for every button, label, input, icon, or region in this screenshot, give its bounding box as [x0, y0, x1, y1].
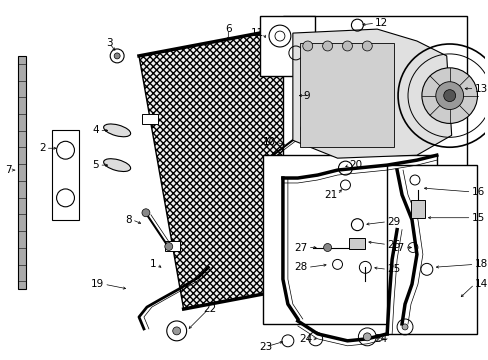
Text: 1: 1 — [150, 260, 157, 269]
Text: 8: 8 — [125, 215, 132, 225]
Text: 14: 14 — [473, 279, 487, 289]
Bar — [260, 16, 314, 76]
Bar — [164, 241, 180, 251]
Text: 17: 17 — [391, 243, 404, 252]
Circle shape — [435, 82, 463, 109]
Circle shape — [362, 41, 371, 51]
Text: 23: 23 — [259, 342, 272, 352]
Bar — [18, 56, 26, 289]
Text: 20: 20 — [349, 160, 362, 170]
Circle shape — [300, 123, 310, 133]
Circle shape — [142, 209, 150, 217]
Text: 7: 7 — [5, 165, 12, 175]
Circle shape — [164, 243, 172, 251]
Bar — [52, 130, 79, 220]
Polygon shape — [292, 29, 451, 158]
Polygon shape — [139, 21, 366, 309]
Circle shape — [323, 243, 331, 252]
Text: 25: 25 — [386, 264, 400, 274]
Circle shape — [322, 41, 332, 51]
Text: 2: 2 — [39, 143, 45, 153]
Text: 6: 6 — [224, 24, 231, 34]
Text: 22: 22 — [203, 304, 216, 314]
Ellipse shape — [103, 124, 130, 137]
Circle shape — [342, 41, 352, 51]
Text: 16: 16 — [470, 187, 484, 197]
Text: 11: 11 — [250, 28, 264, 38]
Bar — [410, 200, 424, 218]
Text: 15: 15 — [470, 213, 484, 223]
Circle shape — [114, 53, 120, 59]
Text: 29: 29 — [386, 217, 400, 227]
Text: 18: 18 — [473, 260, 487, 269]
Bar — [386, 165, 475, 334]
Circle shape — [363, 333, 370, 341]
Circle shape — [421, 68, 476, 123]
Text: 13: 13 — [473, 84, 487, 94]
Circle shape — [443, 90, 455, 102]
Text: 5: 5 — [92, 160, 99, 170]
Text: 21: 21 — [324, 190, 337, 200]
Text: 24: 24 — [299, 334, 312, 344]
Bar — [283, 16, 466, 170]
Text: 26: 26 — [386, 239, 400, 249]
Text: 10: 10 — [263, 137, 275, 147]
Text: 3: 3 — [106, 38, 112, 48]
Ellipse shape — [103, 159, 130, 171]
Text: 28: 28 — [294, 262, 307, 273]
Text: 24: 24 — [373, 334, 386, 344]
Text: 4: 4 — [92, 125, 99, 135]
Text: 19: 19 — [91, 279, 104, 289]
Text: 9: 9 — [303, 91, 309, 100]
Text: 27: 27 — [294, 243, 307, 252]
Circle shape — [302, 41, 312, 51]
Circle shape — [401, 324, 407, 330]
Text: 12: 12 — [374, 18, 387, 28]
Bar — [349, 238, 365, 249]
Bar — [142, 114, 158, 124]
Bar — [263, 155, 436, 324]
Bar — [299, 43, 393, 147]
Circle shape — [172, 327, 180, 335]
